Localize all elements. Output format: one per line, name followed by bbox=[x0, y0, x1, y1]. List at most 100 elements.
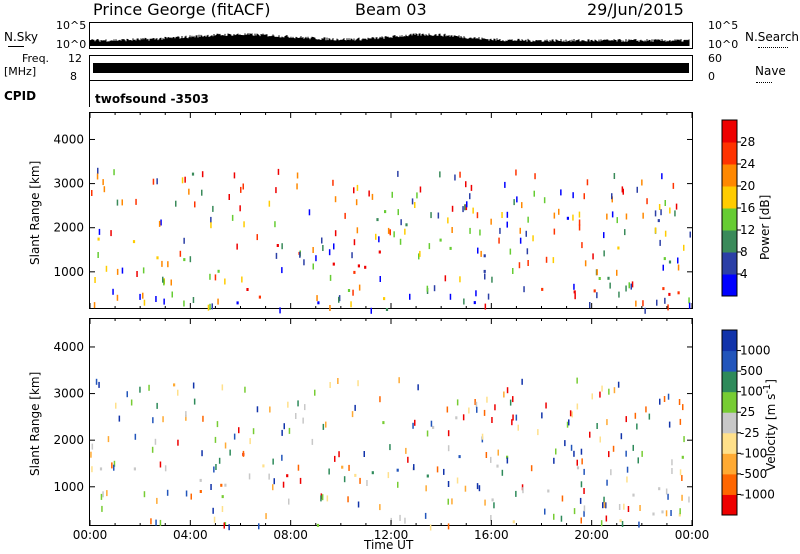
data-cell bbox=[617, 381, 620, 388]
data-cell bbox=[469, 227, 471, 234]
data-cell bbox=[664, 230, 667, 237]
nsky-line bbox=[8, 46, 24, 47]
colorbar-segment bbox=[722, 230, 737, 253]
data-cell bbox=[378, 250, 381, 254]
data-cell bbox=[91, 443, 94, 450]
data-cell bbox=[566, 421, 569, 428]
data-cell bbox=[530, 465, 533, 472]
ytick-label: 4000 bbox=[53, 340, 84, 354]
ytick-label: 4000 bbox=[53, 132, 84, 146]
data-cell bbox=[135, 198, 137, 205]
data-cell bbox=[136, 271, 138, 277]
data-cell bbox=[221, 506, 224, 512]
data-cell bbox=[350, 301, 352, 308]
colorbar-segment bbox=[722, 164, 737, 187]
colorbar-tick-label: 25 bbox=[740, 405, 755, 419]
data-cell bbox=[668, 292, 671, 296]
data-cell bbox=[359, 477, 361, 484]
nave-line bbox=[756, 82, 772, 83]
colorbar-segment bbox=[722, 330, 737, 352]
data-cell bbox=[382, 421, 385, 425]
data-cell bbox=[607, 276, 610, 280]
data-cell bbox=[553, 228, 556, 235]
data-cell bbox=[515, 490, 517, 497]
data-cell bbox=[358, 284, 361, 291]
data-cell bbox=[193, 398, 196, 405]
data-cell bbox=[396, 468, 399, 472]
data-cell bbox=[451, 205, 454, 212]
data-cell bbox=[279, 307, 281, 314]
data-cell bbox=[353, 239, 356, 246]
data-cell bbox=[282, 481, 285, 488]
data-cell bbox=[329, 382, 331, 388]
data-cell bbox=[578, 219, 581, 226]
data-cell bbox=[424, 512, 427, 519]
data-cell bbox=[439, 171, 441, 178]
data-cell bbox=[625, 213, 628, 220]
data-cell bbox=[677, 257, 679, 264]
data-cell bbox=[512, 268, 514, 274]
data-cell bbox=[101, 505, 103, 512]
data-cell bbox=[451, 227, 453, 233]
data-cell bbox=[383, 297, 386, 301]
data-cell bbox=[603, 232, 605, 239]
data-cell bbox=[275, 252, 278, 259]
data-cell bbox=[296, 172, 299, 179]
data-cell bbox=[605, 515, 608, 522]
data-cell bbox=[464, 485, 467, 492]
data-cell bbox=[498, 237, 500, 244]
data-cell bbox=[160, 219, 162, 226]
data-cell bbox=[625, 285, 627, 292]
data-cell bbox=[391, 191, 393, 198]
data-cell bbox=[338, 451, 340, 458]
data-cell bbox=[580, 517, 582, 524]
data-cell bbox=[496, 464, 499, 468]
data-cell bbox=[154, 438, 157, 445]
data-cell bbox=[332, 262, 335, 266]
data-cell bbox=[166, 489, 169, 496]
data-cell bbox=[644, 307, 646, 314]
data-cell bbox=[683, 436, 685, 443]
data-cell bbox=[143, 299, 146, 306]
data-cell bbox=[352, 289, 354, 296]
date-title: 29/Jun/2015 bbox=[587, 0, 684, 19]
colorbar-segment bbox=[722, 494, 737, 516]
data-cell bbox=[515, 414, 518, 421]
data-cell bbox=[348, 464, 350, 471]
data-cell bbox=[229, 449, 231, 456]
data-cell bbox=[199, 478, 202, 482]
data-cell bbox=[363, 451, 365, 457]
data-cell bbox=[661, 173, 663, 180]
xtick-label: 00:00 bbox=[675, 528, 710, 542]
data-cell bbox=[501, 212, 503, 218]
data-cell bbox=[221, 495, 224, 499]
data-cell bbox=[621, 186, 624, 193]
data-cell bbox=[483, 269, 486, 273]
data-cell bbox=[490, 218, 492, 225]
data-cell bbox=[133, 467, 136, 471]
data-cell bbox=[191, 172, 195, 176]
data-cell bbox=[516, 196, 518, 203]
data-cell bbox=[537, 429, 539, 436]
data-cell bbox=[297, 464, 300, 471]
data-cell bbox=[475, 401, 478, 408]
data-cell bbox=[302, 417, 304, 424]
data-cell bbox=[321, 237, 323, 244]
colorbar-segment bbox=[722, 252, 737, 275]
data-cell bbox=[152, 178, 155, 185]
data-cell bbox=[428, 243, 431, 250]
data-cell bbox=[493, 502, 495, 509]
data-cell bbox=[334, 230, 337, 237]
data-cell bbox=[379, 276, 381, 282]
data-cell bbox=[281, 429, 283, 436]
data-cell bbox=[580, 448, 583, 455]
data-cell bbox=[269, 406, 271, 413]
data-cell bbox=[405, 447, 407, 454]
data-cell bbox=[240, 186, 242, 193]
data-cell bbox=[571, 411, 573, 418]
data-cell bbox=[112, 288, 114, 295]
data-cell bbox=[130, 399, 133, 406]
data-cell bbox=[183, 300, 185, 307]
data-cell bbox=[287, 401, 289, 408]
data-cell bbox=[506, 221, 508, 228]
